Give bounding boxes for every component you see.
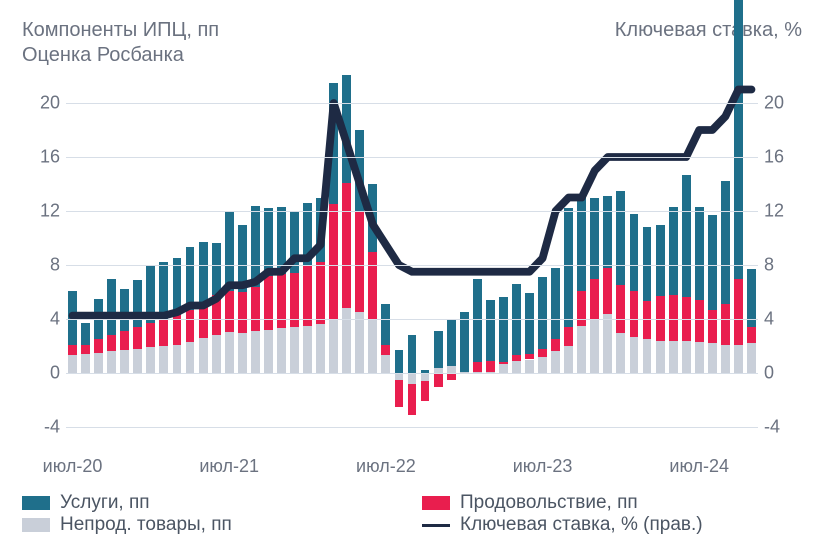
x-tick-label: июл-20	[43, 456, 103, 477]
grid-line	[66, 103, 758, 104]
y-tick-right: 8	[764, 255, 802, 276]
x-tick-label: июл-22	[356, 456, 416, 477]
legend-label: Ключевая ставка, % (прав.)	[460, 514, 703, 536]
legend-swatch	[22, 496, 50, 510]
y-tick-right: 20	[764, 93, 802, 114]
x-tick-label: июл-24	[669, 456, 729, 477]
y-tick-left: 20	[22, 93, 60, 114]
plot-area: -4 0 4 8 12 16 20 -4 0 4 8 12 16 20	[22, 76, 802, 454]
y-tick-left: 8	[22, 255, 60, 276]
y-tick-right: -4	[764, 417, 802, 438]
title-left-line2: Оценка Росбанка	[22, 43, 219, 68]
grid-line	[66, 211, 758, 212]
legend-item-non_food: Непрод. товары, пп	[22, 514, 402, 536]
grid-line	[66, 157, 758, 158]
y-tick-left: 16	[22, 147, 60, 168]
grid-line	[66, 319, 758, 320]
key-rate-line	[73, 89, 752, 315]
legend-item-food: Продовольствие, пп	[422, 492, 802, 514]
y-tick-left: 4	[22, 309, 60, 330]
legend-label: Услуги, пп	[60, 492, 150, 514]
y-tick-right: 4	[764, 309, 802, 330]
legend: Услуги, пп Продовольствие, пп Непрод. това…	[22, 492, 802, 536]
y-tick-right: 0	[764, 363, 802, 384]
x-tick-label: июл-23	[513, 456, 573, 477]
y-tick-right: 16	[764, 147, 802, 168]
title-right: Ключевая ставка, %	[615, 18, 802, 43]
title-left-line1: Компоненты ИПЦ, пп	[22, 18, 219, 43]
legend-line-swatch	[422, 524, 450, 527]
y-tick-left: 12	[22, 201, 60, 222]
y-tick-left: -4	[22, 417, 60, 438]
grid-line	[66, 373, 758, 374]
legend-swatch	[22, 518, 50, 532]
y-tick-right: 12	[764, 201, 802, 222]
legend-label: Непрод. товары, пп	[60, 514, 232, 536]
x-tick-label: июл-21	[199, 456, 259, 477]
legend-label: Продовольствие, пп	[460, 492, 638, 514]
legend-item-services: Услуги, пп	[22, 492, 402, 514]
grid-line	[66, 427, 758, 428]
y-tick-left: 0	[22, 363, 60, 384]
legend-swatch	[422, 496, 450, 510]
x-axis: июл-20 июл-21 июл-22 июл-23 июл-24	[22, 456, 802, 486]
grid-line	[66, 265, 758, 266]
legend-item-key_rate: Ключевая ставка, % (прав.)	[422, 514, 802, 536]
